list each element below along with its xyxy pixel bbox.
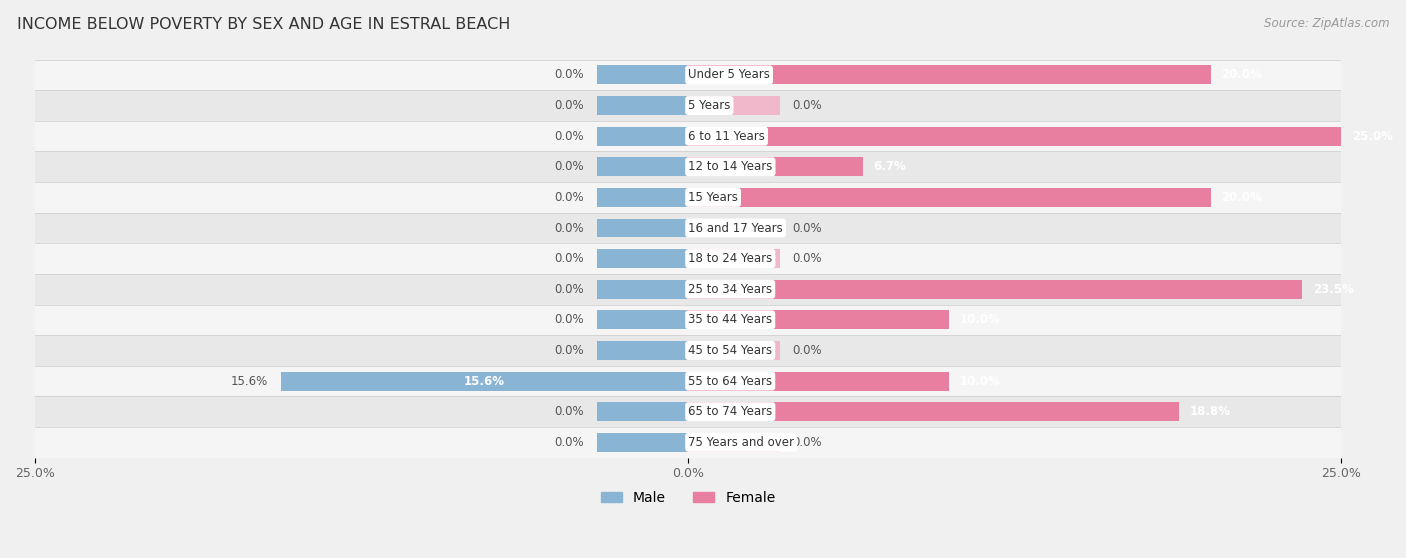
Text: 45 to 54 Years: 45 to 54 Years [688, 344, 772, 357]
Text: 0.0%: 0.0% [793, 99, 823, 112]
Text: 18.8%: 18.8% [1189, 405, 1230, 418]
Bar [281, 372, 688, 391]
Bar [35, 274, 1341, 305]
Bar [35, 213, 1341, 243]
Text: 25.0%: 25.0% [1351, 129, 1393, 143]
Text: 0.0%: 0.0% [554, 283, 583, 296]
Bar [596, 219, 688, 238]
Bar [688, 433, 779, 452]
Bar [688, 280, 1302, 299]
Text: 0.0%: 0.0% [554, 99, 583, 112]
Text: 0.0%: 0.0% [554, 191, 583, 204]
Text: 0.0%: 0.0% [793, 222, 823, 234]
Bar [35, 182, 1341, 213]
Text: 5 Years: 5 Years [688, 99, 731, 112]
Bar [596, 402, 688, 421]
Bar [35, 427, 1341, 458]
Text: 15 Years: 15 Years [688, 191, 738, 204]
Text: 15.6%: 15.6% [464, 374, 505, 388]
Text: 12 to 14 Years: 12 to 14 Years [688, 160, 772, 174]
Bar [688, 219, 779, 238]
Bar [35, 60, 1341, 90]
Text: 20.0%: 20.0% [1222, 191, 1263, 204]
Bar [596, 65, 688, 84]
Bar [35, 90, 1341, 121]
Bar [688, 65, 1211, 84]
Bar [688, 402, 1180, 421]
Text: 0.0%: 0.0% [554, 129, 583, 143]
Bar [35, 305, 1341, 335]
Bar [688, 310, 949, 329]
Text: 15.6%: 15.6% [231, 374, 267, 388]
Text: 0.0%: 0.0% [554, 405, 583, 418]
Text: 0.0%: 0.0% [554, 69, 583, 81]
Text: 0.0%: 0.0% [554, 160, 583, 174]
Bar [35, 335, 1341, 365]
Bar [596, 310, 688, 329]
Bar [688, 372, 949, 391]
Bar [35, 396, 1341, 427]
Bar [688, 188, 1211, 207]
Bar [596, 157, 688, 176]
Text: 6.7%: 6.7% [873, 160, 907, 174]
Bar [688, 127, 1341, 146]
Text: 0.0%: 0.0% [554, 344, 583, 357]
Text: INCOME BELOW POVERTY BY SEX AND AGE IN ESTRAL BEACH: INCOME BELOW POVERTY BY SEX AND AGE IN E… [17, 17, 510, 32]
Bar [596, 433, 688, 452]
Bar [35, 121, 1341, 151]
Text: 10.0%: 10.0% [960, 314, 1001, 326]
Text: Source: ZipAtlas.com: Source: ZipAtlas.com [1264, 17, 1389, 30]
Bar [35, 151, 1341, 182]
Text: 55 to 64 Years: 55 to 64 Years [688, 374, 772, 388]
Text: Under 5 Years: Under 5 Years [688, 69, 770, 81]
Text: 65 to 74 Years: 65 to 74 Years [688, 405, 772, 418]
Bar [596, 280, 688, 299]
Text: 16 and 17 Years: 16 and 17 Years [688, 222, 783, 234]
Text: 35 to 44 Years: 35 to 44 Years [688, 314, 772, 326]
Text: 0.0%: 0.0% [554, 252, 583, 265]
Bar [596, 96, 688, 115]
Bar [596, 341, 688, 360]
Bar [596, 249, 688, 268]
Bar [688, 96, 779, 115]
Text: 0.0%: 0.0% [554, 436, 583, 449]
Text: 18 to 24 Years: 18 to 24 Years [688, 252, 772, 265]
Text: 6 to 11 Years: 6 to 11 Years [688, 129, 765, 143]
Bar [596, 127, 688, 146]
Text: 23.5%: 23.5% [1313, 283, 1354, 296]
Text: 0.0%: 0.0% [554, 222, 583, 234]
Text: 20.0%: 20.0% [1222, 69, 1263, 81]
Bar [35, 243, 1341, 274]
Text: 0.0%: 0.0% [793, 436, 823, 449]
Text: 25 to 34 Years: 25 to 34 Years [688, 283, 772, 296]
Bar [688, 157, 863, 176]
Bar [688, 341, 779, 360]
Text: 0.0%: 0.0% [554, 314, 583, 326]
Text: 10.0%: 10.0% [960, 374, 1001, 388]
Legend: Male, Female: Male, Female [595, 485, 782, 511]
Text: 0.0%: 0.0% [793, 344, 823, 357]
Text: 0.0%: 0.0% [793, 252, 823, 265]
Bar [35, 365, 1341, 396]
Text: 75 Years and over: 75 Years and over [688, 436, 794, 449]
Bar [688, 249, 779, 268]
Bar [596, 188, 688, 207]
